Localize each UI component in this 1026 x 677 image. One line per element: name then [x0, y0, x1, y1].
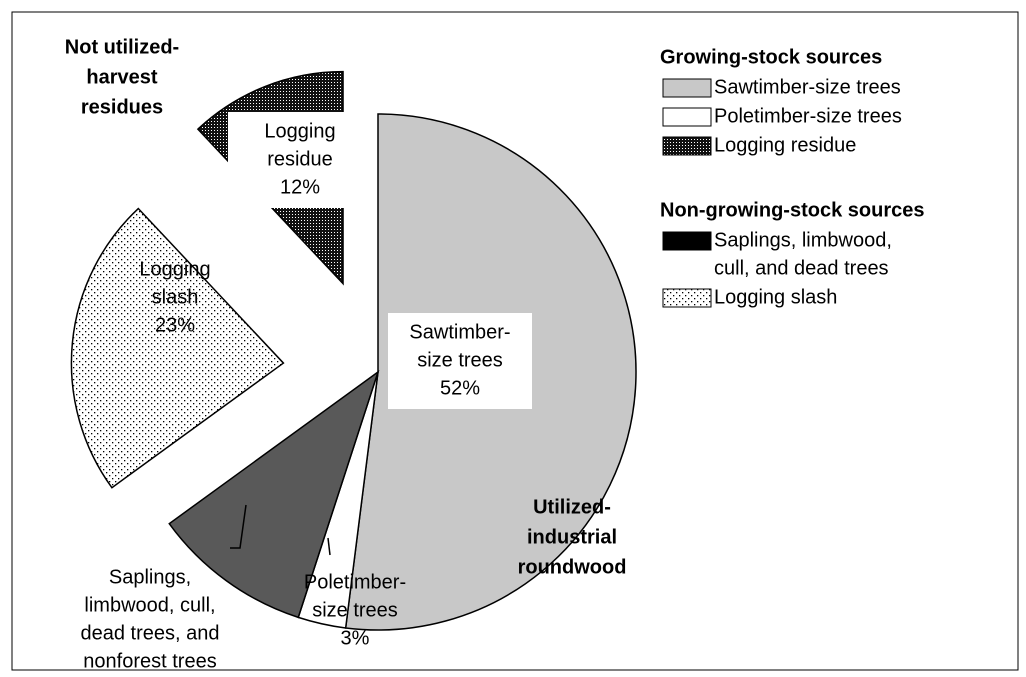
- legend-title: Growing-stock sources: [660, 46, 882, 68]
- pie-slice: [70, 207, 285, 489]
- legend-swatch: [662, 288, 712, 308]
- legend-label: Poletimber-size trees: [714, 105, 902, 127]
- annotation: Utilized-: [533, 496, 611, 518]
- slice-label: Logging: [139, 258, 210, 280]
- value-label: 23%: [155, 314, 195, 336]
- slice-label: size trees: [417, 349, 503, 371]
- value-label: 12%: [280, 176, 320, 198]
- legend-swatch: [662, 78, 712, 98]
- slice-label: nonforest trees: [83, 650, 216, 672]
- leader-line: [327, 537, 331, 556]
- legend-swatch: [662, 107, 712, 127]
- slice-label: Saplings,: [109, 566, 191, 588]
- slice-label: limbwood, cull,: [84, 594, 215, 616]
- annotation: residues: [81, 96, 163, 118]
- slice-label: slash: [152, 286, 199, 308]
- legend-label: cull, and dead trees: [714, 257, 889, 279]
- legend-swatch: [662, 136, 712, 156]
- pie-slice: [168, 370, 380, 619]
- value-label: 52%: [440, 377, 480, 399]
- annotation: industrial: [527, 526, 617, 548]
- label-box: [388, 313, 532, 409]
- legend-title: Non-growing-stock sources: [660, 199, 924, 221]
- annotation: harvest: [86, 66, 157, 88]
- slice-label: Logging: [264, 120, 335, 142]
- slice-label: size trees: [312, 599, 398, 621]
- slice-label: Sawtimber-: [409, 321, 510, 343]
- legend-swatch: [662, 231, 712, 251]
- legend-label: Saplings, limbwood,: [714, 229, 892, 251]
- frame: [11, 11, 1019, 671]
- annotation: roundwood: [518, 556, 627, 578]
- legend-label: Logging residue: [714, 134, 856, 156]
- leader-line: [230, 504, 247, 549]
- slice-label: dead trees, and: [81, 622, 220, 644]
- label-box: [228, 112, 372, 208]
- slice-label: residue: [267, 148, 333, 170]
- slice-label: Poletimber-: [304, 571, 406, 593]
- value-label: 3%: [341, 627, 370, 649]
- legend-label: Sawtimber-size trees: [714, 76, 901, 98]
- legend-label: Logging slash: [714, 286, 837, 308]
- annotation: Not utilized-: [65, 36, 179, 58]
